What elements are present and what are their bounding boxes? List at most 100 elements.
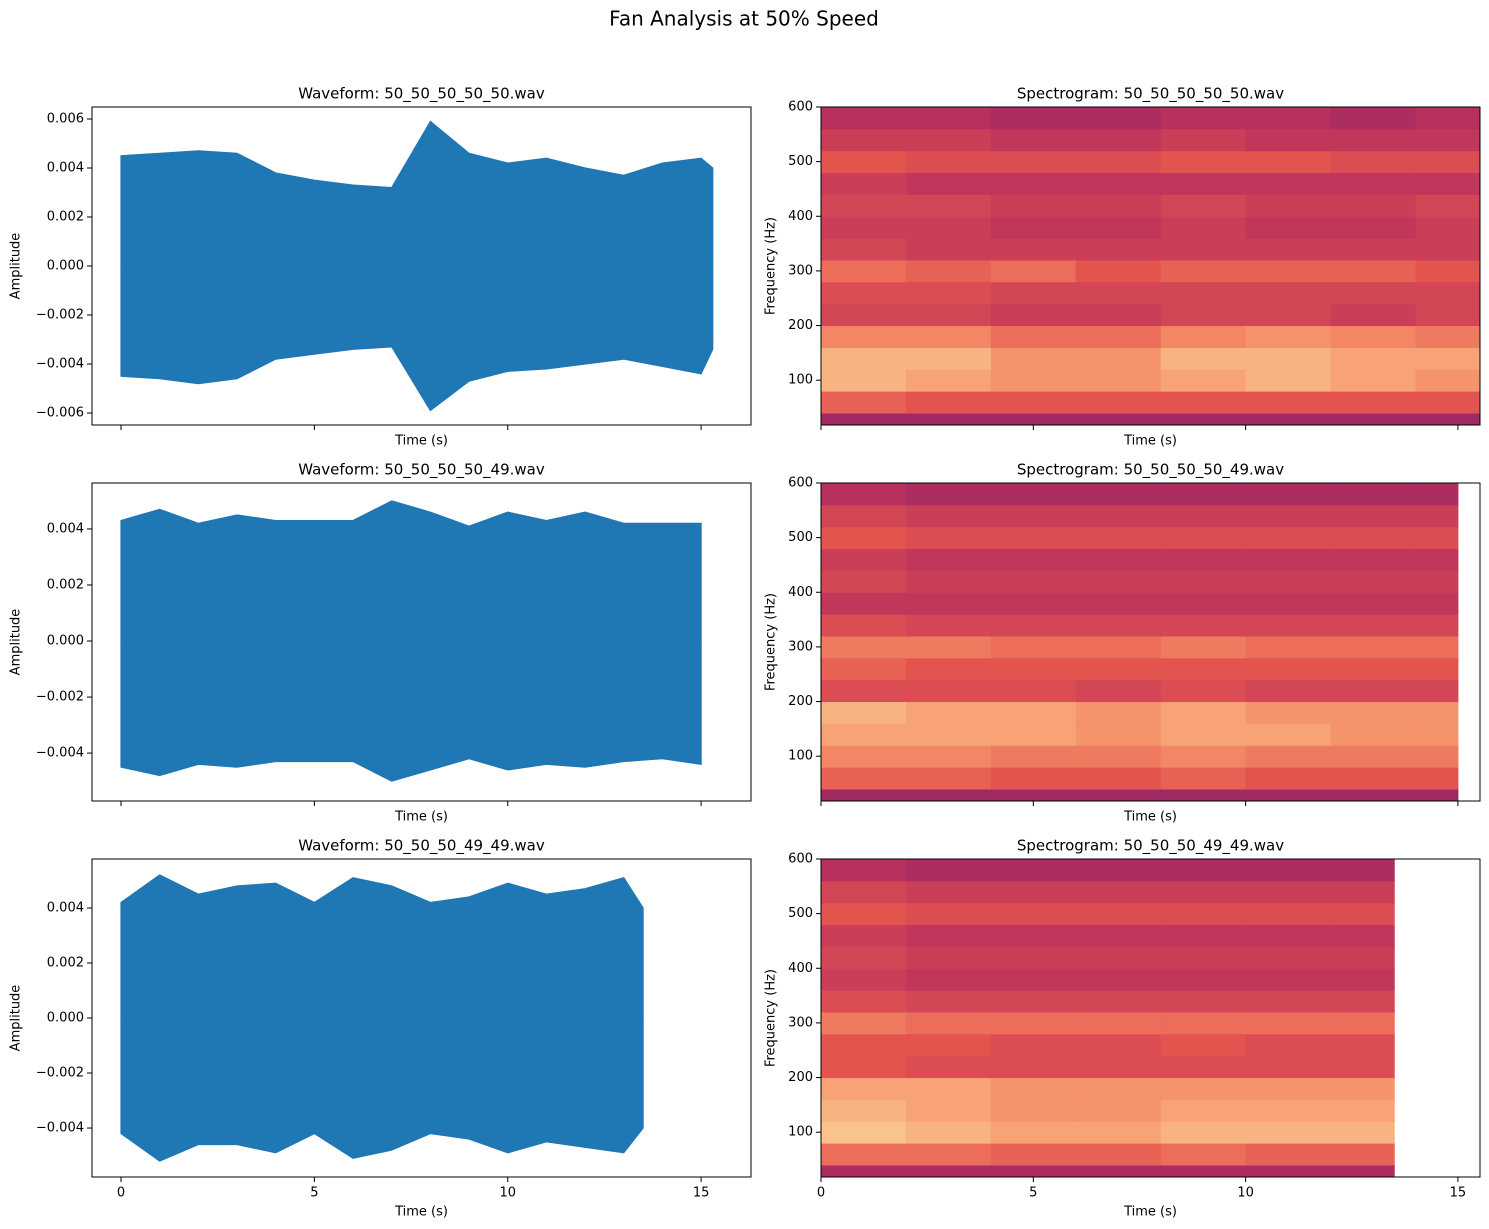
spectrogram-cell [1245, 1033, 1332, 1057]
plot-area [120, 120, 714, 412]
spectrogram-cell [905, 968, 992, 991]
spectrogram-cell [1075, 614, 1162, 637]
spectrogram-cell [1075, 767, 1162, 790]
spectrogram-cell [1415, 723, 1459, 746]
plot-area [120, 500, 702, 782]
spectrogram-cell [1160, 635, 1247, 659]
spectrogram-cell [1160, 614, 1247, 637]
y-tick-label: 0.004 [47, 161, 84, 176]
spectrogram-cell [1415, 303, 1480, 327]
spectrogram-cell [1160, 924, 1247, 947]
spectrogram-cell [1075, 391, 1162, 414]
spectrogram-cell [1330, 325, 1416, 348]
spectrogram-cell [905, 745, 992, 768]
spectrogram-cell [1415, 548, 1459, 571]
spectrogram-cell [1330, 391, 1416, 414]
spectrogram-cell [1245, 1011, 1332, 1035]
spectrogram-cell [1160, 859, 1247, 882]
spectrogram-cell [1075, 679, 1162, 703]
spectrogram-cell [1075, 194, 1162, 217]
spectrogram-cell [905, 701, 992, 724]
spectrogram-cell [821, 194, 907, 217]
spectrogram-cell [821, 1099, 907, 1122]
spectrogram-cell [1160, 150, 1247, 174]
spectrogram-cell [1075, 859, 1162, 882]
spectrogram-cell [1160, 657, 1247, 681]
spectrogram-cell [1075, 172, 1162, 195]
spectrogram-cell [1160, 701, 1247, 724]
spectrogram-cell [1415, 745, 1459, 768]
y-axis-label: Amplitude [9, 233, 24, 300]
spectrogram-cell [1415, 635, 1459, 659]
spectrogram-cell [1245, 570, 1332, 593]
y-axis-label: Frequency (Hz) [764, 969, 779, 1067]
spectrogram-cell [990, 548, 1077, 571]
spectrogram-cell [1245, 150, 1332, 174]
spectrogram-cell [1075, 504, 1162, 528]
spectrogram-cell [990, 767, 1077, 790]
x-tick-label: 5 [310, 1186, 318, 1201]
spectrogram-cell [1245, 347, 1332, 370]
spectrogram-cell [1330, 347, 1416, 370]
subplot-title: Spectrogram: 50_50_50_50_50.wav [1017, 85, 1284, 104]
spectrogram-cell [905, 1143, 992, 1166]
spectrogram-cell [821, 592, 907, 615]
y-tick-label: 500 [788, 154, 813, 169]
spectrogram-cell [821, 745, 907, 768]
spectrogram-cell [821, 548, 907, 571]
spectrogram-cell [821, 303, 907, 327]
spectrogram-cell [990, 968, 1077, 991]
spectrogram-cell [1245, 412, 1332, 425]
spectrogram-cell [1075, 1164, 1162, 1177]
x-tick-label: 5 [1029, 1186, 1037, 1201]
spectrogram-cell [1415, 592, 1459, 615]
waveform-envelope [120, 500, 702, 642]
spectrogram-cell [1330, 924, 1395, 947]
spectrogram-cell [1330, 483, 1416, 506]
spectrogram-cell [1160, 788, 1247, 801]
spectrogram-cell [1160, 347, 1247, 370]
spectrogram-cell [1160, 723, 1247, 746]
y-tick-label: 300 [788, 639, 813, 654]
spectrogram-cell [1075, 788, 1162, 801]
spectrogram-cell [821, 281, 907, 305]
spectrogram-cell [1160, 412, 1247, 425]
spectrogram-cell [1160, 1011, 1247, 1035]
spectrogram-cell [821, 347, 907, 370]
spectrogram-cell [1160, 1055, 1247, 1079]
spectrogram-cell [1245, 635, 1332, 659]
spectrogram-cell [1330, 1121, 1395, 1144]
spectrogram-cell [990, 924, 1077, 947]
axes-frame [91, 482, 752, 802]
spectrogram-cell [1160, 325, 1247, 348]
y-tick-label: 600 [788, 852, 813, 867]
spectrogram-cell [990, 859, 1077, 882]
spectrogram-cell [990, 504, 1077, 528]
spectrogram-cell [990, 1077, 1077, 1100]
spectrogram-cell [1075, 107, 1162, 130]
spectrogram-cell [1160, 1143, 1247, 1166]
spectrogram-cell [821, 172, 907, 195]
spectrogram-cell [1075, 635, 1162, 659]
spectrogram-cell [821, 1121, 907, 1144]
spectrogram-cell [1160, 1077, 1247, 1100]
spectrogram-cell [821, 614, 907, 637]
spectrogram-cell [905, 1077, 992, 1100]
x-axis-label: Time (s) [1123, 1205, 1177, 1220]
spectrogram-cell [1415, 679, 1459, 703]
spectrogram-cell [1160, 745, 1247, 768]
spectrogram-cell [1330, 238, 1416, 261]
spectrogram-cell [1075, 1121, 1162, 1144]
y-tick-label: 500 [788, 906, 813, 921]
spectrogram-cell [1075, 238, 1162, 261]
spectrogram-cell [990, 723, 1077, 746]
spectrogram-cell [905, 238, 992, 261]
spectrogram-cell [905, 723, 992, 746]
spectrogram-cell [990, 745, 1077, 768]
spectrogram-cell [1245, 745, 1332, 768]
spectrogram-cell [990, 614, 1077, 637]
spectrogram-cell [905, 325, 992, 348]
spectrogram-cell [1075, 325, 1162, 348]
spectrogram-cell [1075, 946, 1162, 969]
spectrogram-cell [1415, 614, 1459, 637]
